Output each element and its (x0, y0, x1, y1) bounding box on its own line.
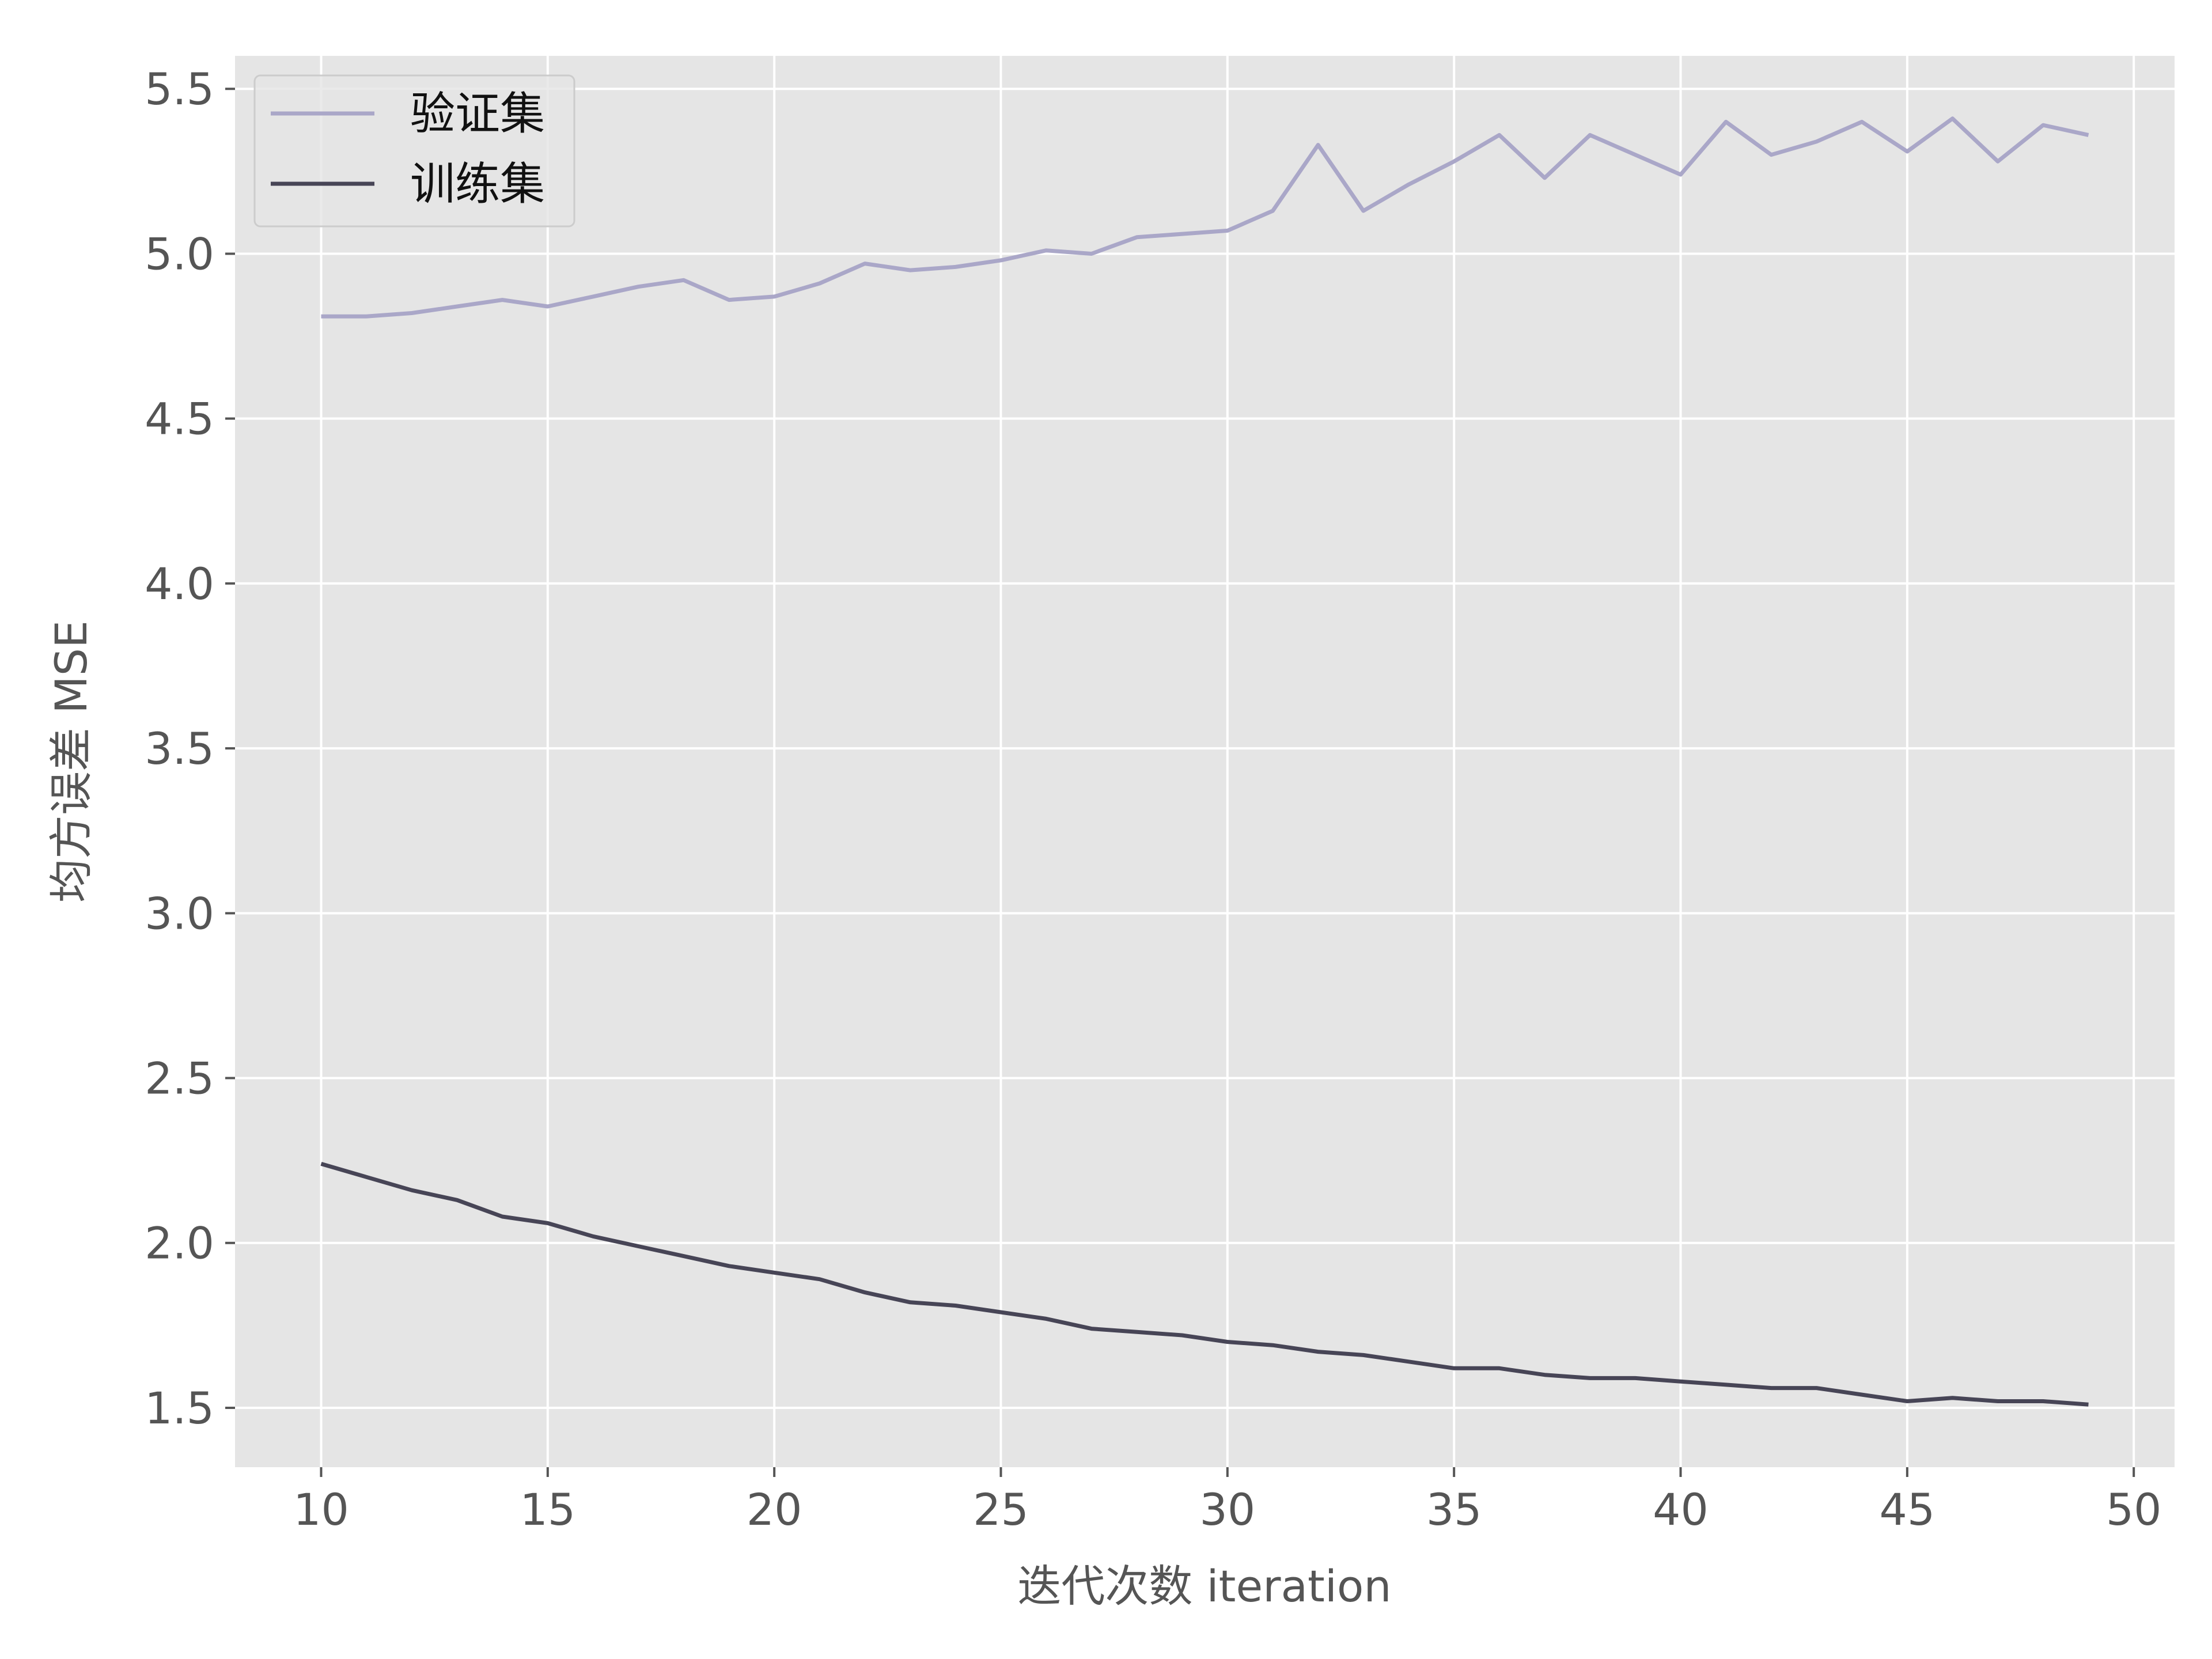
grid-lines (235, 56, 2175, 1467)
y-tick-label: 3.5 (145, 723, 214, 774)
y-tick-label: 5.5 (145, 63, 214, 115)
x-tick-label: 15 (520, 1484, 575, 1535)
x-tick-label: 40 (1653, 1484, 1709, 1535)
x-tick-label: 10 (293, 1484, 349, 1535)
y-tick-label: 2.0 (145, 1218, 214, 1269)
x-tick-label: 45 (1879, 1484, 1935, 1535)
y-tick-label: 1.5 (145, 1382, 214, 1434)
legend-label-2: 训练集 (410, 158, 545, 210)
series-lines (320, 116, 2089, 1407)
series-line-2 (320, 1162, 2089, 1407)
y-tick-label: 4.0 (145, 558, 214, 609)
y-tick-label: 2.5 (145, 1053, 214, 1104)
x-axis-title: 迭代次数 iteration (1017, 1560, 1391, 1612)
x-tick-label: 30 (1199, 1484, 1255, 1535)
y-tick-label: 4.5 (145, 393, 214, 445)
x-tick-label: 20 (747, 1484, 802, 1535)
legend-label-1: 验证集 (410, 88, 545, 140)
series-line-1 (321, 116, 2089, 319)
x-tick-label: 50 (2106, 1484, 2162, 1535)
y-axis-title: 均方误差 MSE (46, 620, 97, 903)
y-tick-label: 5.0 (145, 228, 214, 279)
axis-ticks: 10 15 20 25 30 35 40 45 50 1.5 2.0 2.5 3.0 3.5 4.0 4.5 5… (145, 63, 2161, 1535)
plot-background (235, 56, 2175, 1467)
x-tick-label: 25 (973, 1484, 1029, 1535)
y-tick-label: 3.0 (145, 888, 214, 939)
x-tick-label: 35 (1426, 1484, 1482, 1535)
